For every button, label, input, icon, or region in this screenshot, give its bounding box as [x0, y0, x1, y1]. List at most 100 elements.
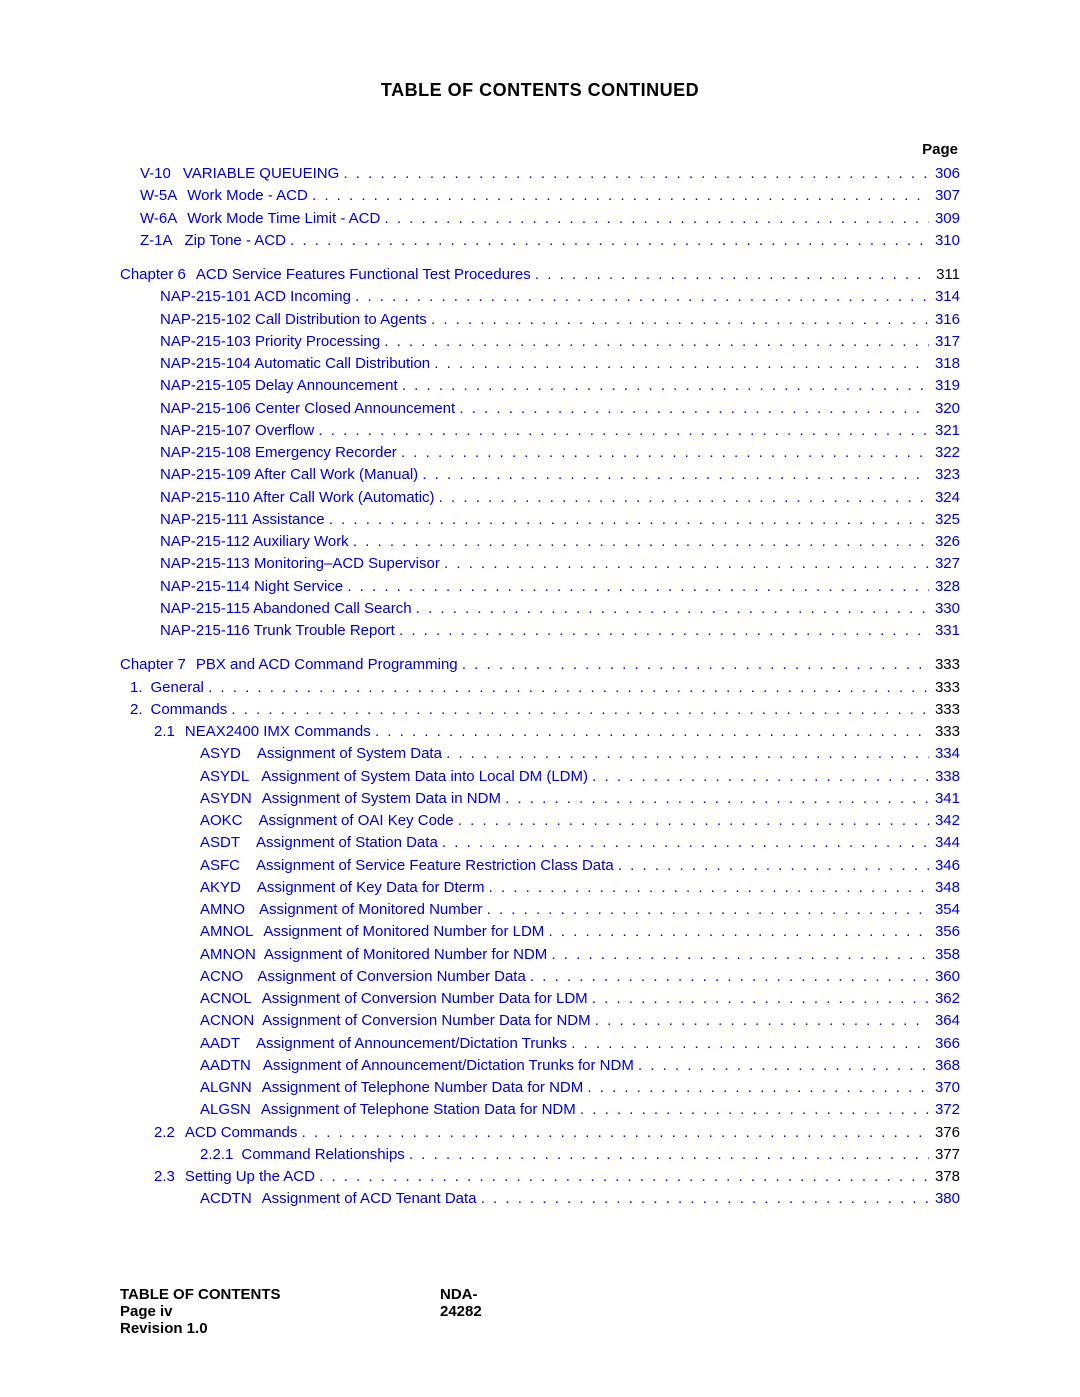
toc-entry[interactable]: 2.1NEAX2400 IMX Commands 333 — [120, 722, 960, 742]
toc-entry[interactable]: NAP-215-104 Automatic Call Distribution … — [120, 354, 960, 374]
toc-code: ACNON — [200, 1011, 262, 1031]
toc-entry[interactable]: ACNONAssignment of Conversion Number Dat… — [120, 1011, 960, 1031]
toc-code: Chapter 6 — [120, 265, 196, 285]
toc-entry[interactable]: ASDTAssignment of Station Data 344 — [120, 833, 960, 853]
toc-entry[interactable]: NAP-215-112 Auxiliary Work 326 — [120, 532, 960, 552]
toc-leader-dots — [401, 443, 929, 463]
toc-pagenum: 309 — [929, 209, 960, 229]
toc-entry[interactable]: Chapter 6ACD Service Features Functional… — [120, 265, 960, 285]
toc-title: Assignment of Station Data — [256, 833, 442, 853]
toc-pagenum: 322 — [929, 443, 960, 463]
toc-entry[interactable]: ACNOLAssignment of Conversion Number Dat… — [120, 989, 960, 1009]
toc-title: NAP-215-116 Trunk Trouble Report — [160, 621, 399, 641]
toc-title: VARIABLE QUEUEING — [183, 164, 344, 184]
toc-pagenum: 333 — [929, 655, 960, 675]
toc-entry[interactable]: ACDTNAssignment of ACD Tenant Data 380 — [120, 1189, 960, 1209]
toc-entry[interactable]: ASYDAssignment of System Data 334 — [120, 744, 960, 764]
toc-entry[interactable]: NAP-215-106 Center Closed Announcement 3… — [120, 399, 960, 419]
toc-entry[interactable]: NAP-215-107 Overflow 321 — [120, 421, 960, 441]
toc-entry[interactable]: NAP-215-114 Night Service 328 — [120, 577, 960, 597]
toc-pagenum: 377 — [929, 1145, 960, 1165]
toc-pagenum: 334 — [929, 744, 960, 764]
toc-entry[interactable]: Z-1AZip Tone - ACD 310 — [120, 231, 960, 251]
toc-entry[interactable]: 1.General 333 — [120, 678, 960, 698]
toc-leader-dots — [434, 354, 929, 374]
toc-entry[interactable]: NAP-215-113 Monitoring–ACD Supervisor 32… — [120, 554, 960, 574]
toc-code: AOKC — [200, 811, 259, 831]
toc-code: Chapter 7 — [120, 655, 196, 675]
toc-pagenum: 320 — [929, 399, 960, 419]
toc-entry[interactable]: NAP-215-108 Emergency Recorder 322 — [120, 443, 960, 463]
toc-code: ALGSN — [200, 1100, 261, 1120]
toc-pagenum: 324 — [929, 488, 960, 508]
toc-pagenum: 356 — [929, 922, 960, 942]
toc-title: Assignment of Telephone Number Data for … — [262, 1078, 588, 1098]
toc-leader-dots — [580, 1100, 929, 1120]
toc-entry[interactable]: V-10VARIABLE QUEUEING 306 — [120, 164, 960, 184]
toc-title: NAP-215-107 Overflow — [160, 421, 318, 441]
toc-entry[interactable]: Chapter 7PBX and ACD Command Programming… — [120, 655, 960, 675]
toc-entry[interactable]: NAP-215-105 Delay Announcement 319 — [120, 376, 960, 396]
toc-entry[interactable]: NAP-215-103 Priority Processing 317 — [120, 332, 960, 352]
toc-pagenum: 341 — [929, 789, 960, 809]
toc-entry[interactable]: W-5AWork Mode - ACD 307 — [120, 186, 960, 206]
toc-entry[interactable]: AMNOLAssignment of Monitored Number for … — [120, 922, 960, 942]
toc-entry[interactable]: ACNOAssignment of Conversion Number Data… — [120, 967, 960, 987]
toc-leader-dots — [431, 310, 929, 330]
footer-docnum: NDA-24282 — [440, 1286, 482, 1320]
toc-leader-dots — [290, 231, 929, 251]
toc-title: Assignment of Announcement/Dictation Tru… — [256, 1034, 571, 1054]
toc-code: ACDTN — [200, 1189, 262, 1209]
toc-code: 2.2 — [154, 1123, 185, 1143]
toc-leader-dots — [375, 722, 929, 742]
toc-pagenum: 372 — [929, 1100, 960, 1120]
footer-title: TABLE OF CONTENTS — [120, 1286, 281, 1303]
toc-pagenum: 366 — [929, 1034, 960, 1054]
toc-entry[interactable]: ALGSNAssignment of Telephone Station Dat… — [120, 1100, 960, 1120]
toc-entry[interactable]: ASYDLAssignment of System Data into Loca… — [120, 767, 960, 787]
toc-pagenum: 319 — [929, 376, 960, 396]
toc-pagenum: 327 — [929, 554, 960, 574]
toc-entry[interactable]: AMNONAssignment of Monitored Number for … — [120, 945, 960, 965]
toc-entry[interactable]: NAP-215-115 Abandoned Call Search 330 — [120, 599, 960, 619]
toc-title: Assignment of ACD Tenant Data — [262, 1189, 481, 1209]
toc-title: Assignment of Monitored Number for LDM — [263, 922, 548, 942]
toc-entry[interactable]: NAP-215-116 Trunk Trouble Report 331 — [120, 621, 960, 641]
toc-title: NAP-215-111 Assistance — [160, 510, 329, 530]
toc-code: 2. — [130, 700, 151, 720]
toc-code: AMNON — [200, 945, 264, 965]
toc-title: NEAX2400 IMX Commands — [185, 722, 375, 742]
toc-entry[interactable]: AKYDAssignment of Key Data for Dterm 348 — [120, 878, 960, 898]
toc-entry[interactable]: AADTAssignment of Announcement/Dictation… — [120, 1034, 960, 1054]
toc-entry[interactable]: ASYDNAssignment of System Data in NDM 34… — [120, 789, 960, 809]
page-column-header: Page — [120, 141, 960, 158]
toc-entry[interactable]: W-6AWork Mode Time Limit - ACD 309 — [120, 209, 960, 229]
toc-leader-dots — [208, 678, 929, 698]
toc-pagenum: 325 — [929, 510, 960, 530]
toc-pagenum: 380 — [929, 1189, 960, 1209]
toc-entry[interactable]: ALGNNAssignment of Telephone Number Data… — [120, 1078, 960, 1098]
toc-title: Assignment of Monitored Number — [259, 900, 487, 920]
toc-entry[interactable]: 2.3Setting Up the ACD 378 — [120, 1167, 960, 1187]
toc-code: ASYDL — [200, 767, 261, 787]
toc-entry[interactable]: NAP-215-110 After Call Work (Automatic) … — [120, 488, 960, 508]
toc-entry[interactable]: 2.2.1Command Relationships 377 — [120, 1145, 960, 1165]
toc-entry[interactable]: NAP-215-111 Assistance 325 — [120, 510, 960, 530]
toc-title: PBX and ACD Command Programming — [196, 655, 462, 675]
toc-code: AMNO — [200, 900, 259, 920]
toc-leader-dots — [595, 1011, 929, 1031]
toc-entry[interactable]: 2.Commands 333 — [120, 700, 960, 720]
toc-entry[interactable]: AADTNAssignment of Announcement/Dictatio… — [120, 1056, 960, 1076]
toc-leader-dots — [489, 878, 929, 898]
toc-pagenum: 333 — [929, 700, 960, 720]
toc-code: Z-1A — [140, 231, 185, 251]
toc-leader-dots — [402, 376, 929, 396]
toc-entry[interactable]: NAP-215-109 After Call Work (Manual) 323 — [120, 465, 960, 485]
toc-entry[interactable]: AOKCAssignment of OAI Key Code 342 — [120, 811, 960, 831]
toc-entry[interactable]: AMNOAssignment of Monitored Number 354 — [120, 900, 960, 920]
toc-entry[interactable]: 2.2ACD Commands 376 — [120, 1123, 960, 1143]
toc-entry[interactable]: NAP-215-101 ACD Incoming 314 — [120, 287, 960, 307]
toc-leader-dots — [302, 1123, 929, 1143]
toc-entry[interactable]: ASFCAssignment of Service Feature Restri… — [120, 856, 960, 876]
toc-entry[interactable]: NAP-215-102 Call Distribution to Agents … — [120, 310, 960, 330]
